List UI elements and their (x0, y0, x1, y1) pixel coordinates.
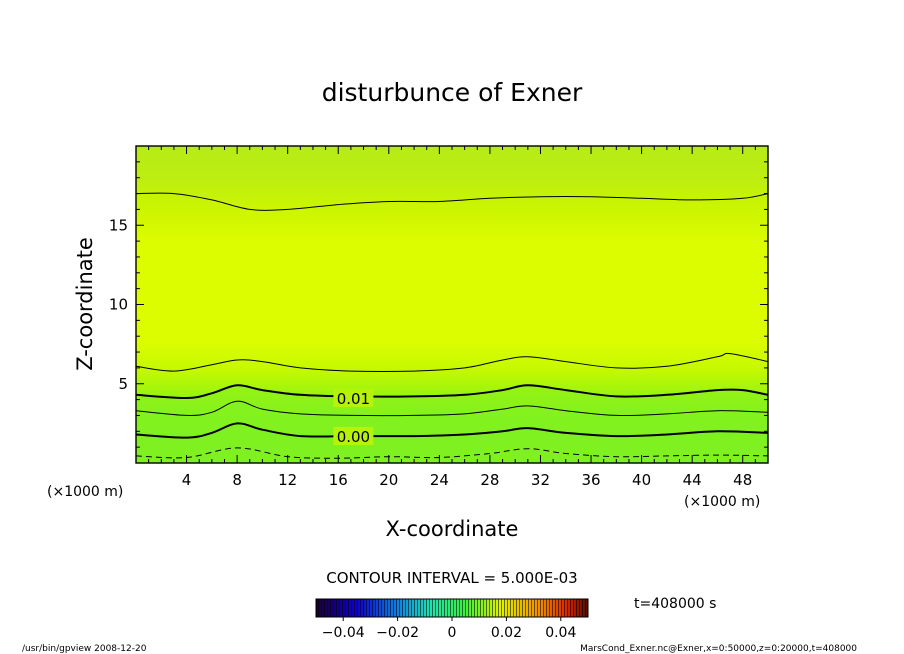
contour-line (136, 352, 768, 372)
contour-interval-label: CONTOUR INTERVAL = 5.000E-03 (326, 569, 577, 587)
x-tick-label: 4 (182, 471, 192, 489)
contour-line (136, 384, 768, 400)
x-tick-label: 8 (232, 471, 242, 489)
x-unit-left: (×1000 m) (47, 484, 123, 500)
contour-line (136, 192, 768, 211)
x-tick-label: 12 (278, 471, 297, 489)
colorbar-tick-label: 0 (448, 625, 457, 641)
contour-band (136, 385, 768, 463)
contour-label-background (333, 427, 374, 446)
contour-label-group: 0.01 0.00 (333, 389, 374, 446)
x-tick-label: 20 (379, 471, 398, 489)
contour-label: 0.00 (337, 428, 370, 446)
time-label: t=408000 s (634, 596, 716, 612)
colorbar-tick-label: 0.04 (545, 625, 576, 641)
field-shading (136, 385, 768, 463)
chart-title: disturbunce of Exner (322, 78, 583, 107)
x-tick-label: 40 (632, 471, 651, 489)
contour-line (136, 422, 768, 439)
contour-line (136, 447, 768, 459)
x-tick-label: 24 (430, 471, 449, 489)
x-tick-label: 36 (581, 471, 600, 489)
footer-left: /usr/bin/gpview 2008-12-20 (22, 644, 147, 654)
colorbar-tick-label: −0.04 (322, 625, 365, 641)
x-tick-label: 44 (683, 471, 702, 489)
colorbar: −0.04 −0.02 0 0.02 0.04 (315, 598, 589, 641)
x-axis-ticks: 4 8 12 16 20 24 28 32 36 40 44 48 (148, 146, 756, 489)
y-tick-label: 10 (109, 296, 128, 314)
x-unit-right: (×1000 m) (684, 494, 760, 510)
contour-lines (136, 192, 768, 459)
y-tick-label: 5 (118, 375, 128, 393)
x-axis-label: X-coordinate (386, 517, 519, 541)
contour-label: 0.01 (337, 390, 370, 408)
contour-label-background (333, 389, 374, 408)
x-tick-label: 16 (329, 471, 348, 489)
colorbar-ticks: −0.04 −0.02 0 0.02 0.04 (322, 617, 576, 641)
colorbar-tick-label: −0.02 (376, 625, 419, 641)
x-tick-label: 48 (733, 471, 752, 489)
y-axis-label: Z-coordinate (73, 237, 97, 371)
colorbar-stripes (316, 599, 588, 617)
footer-right: MarsCond_Exner.nc@Exner,x=0:50000,z=0:20… (580, 644, 857, 654)
colorbar-tick-label: 0.02 (491, 625, 522, 641)
x-tick-label: 32 (531, 471, 550, 489)
x-tick-label: 28 (480, 471, 499, 489)
y-tick-label: 15 (109, 216, 128, 234)
y-axis-ticks: 5 10 15 (109, 161, 768, 448)
contour-line (136, 400, 768, 417)
